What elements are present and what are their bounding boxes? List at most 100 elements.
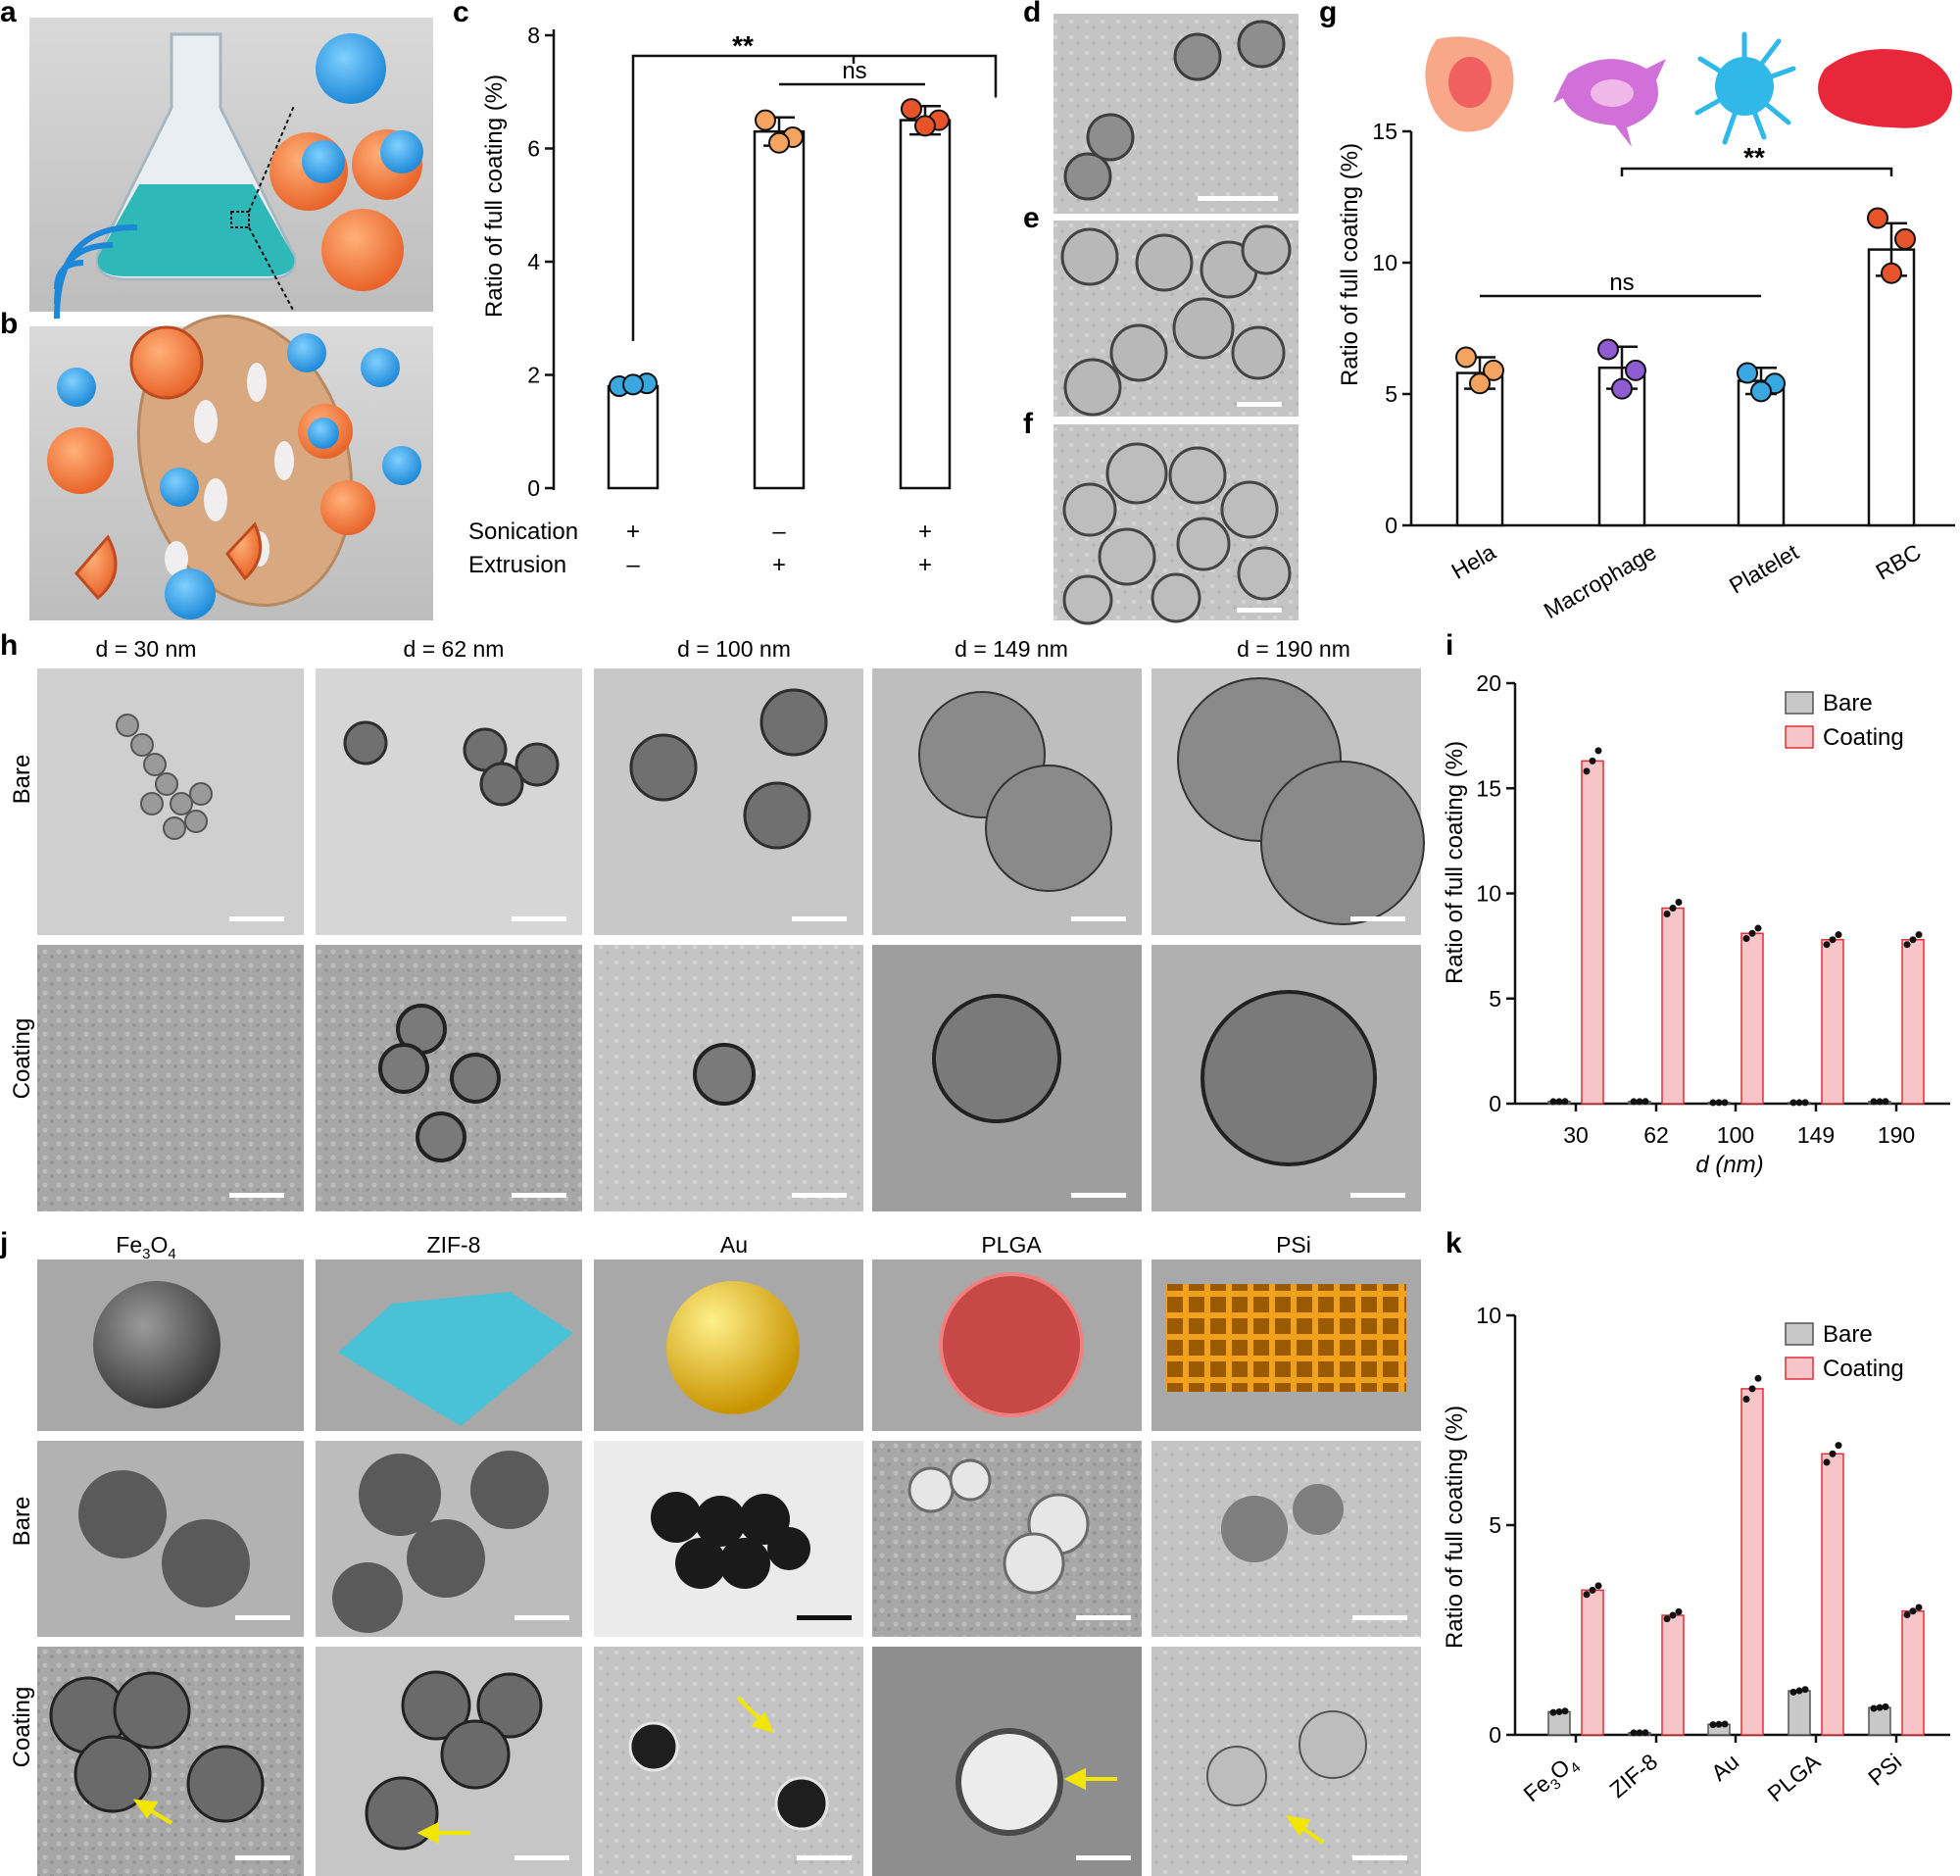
y-tick-label: 15 [1372,119,1397,144]
bar-bare [1788,1690,1811,1736]
data-point [901,98,922,121]
data-point [1754,1374,1762,1382]
data-point [1630,1729,1638,1737]
data-point [1742,934,1750,942]
nanoparticle-core-icon [57,368,96,407]
data-point [1829,1450,1837,1457]
data-point [1555,1707,1563,1715]
au-particle-icon [666,1281,800,1414]
condition-mark: – [772,518,786,545]
x-tick-label: Au [1706,1749,1743,1786]
data-point [1882,1098,1889,1106]
bar-coating [1661,907,1685,1105]
significance-label: ns [1609,270,1634,296]
y-ticks: 0 5 10 15 [1372,119,1411,538]
condition-mark: – [626,552,640,578]
bar [1737,379,1786,527]
y-axis-label: Ratio of full coating (%) [481,74,508,318]
legend-swatch-coating [1785,725,1814,749]
psi-particle-icon [1166,1284,1406,1392]
y-tick-label: 6 [527,136,540,162]
row-label-sonication: Sonication [468,518,578,545]
material-illustrations [37,1259,1421,1431]
data-point [1909,1607,1917,1615]
panel-label-a: a [0,0,17,28]
row-label-bare: Bare [9,755,35,805]
data-point [1789,1688,1797,1696]
data-point [1870,1704,1878,1712]
data-point [1750,380,1772,403]
scale-bar [1237,402,1282,407]
arrow-icons [132,1696,1325,1845]
row-label-coating: Coating [9,1018,35,1100]
data-point [1795,1687,1803,1695]
nanoparticle-core-icon [316,33,386,104]
tem-image [37,945,304,1211]
vesicle-icon [320,480,375,535]
data-point [1597,338,1619,361]
y-tick-label: 10 [1372,250,1397,275]
column-header: d = 62 nm [404,636,505,662]
y-tick-label: 5 [1489,986,1501,1012]
y-axis-label: Ratio of full coating (%) [1442,1406,1468,1649]
data-point [1870,1098,1878,1106]
x-tick-label: PLGA [1762,1748,1825,1806]
flask-liquid [97,184,295,276]
data-point [1669,905,1677,913]
condition-mark: + [626,518,640,545]
data-point [1663,910,1671,917]
panel-label-b: b [0,308,18,340]
data-point [1748,929,1756,937]
legend-label-bare: Bare [1823,1321,1873,1348]
panel-label-i: i [1446,629,1453,662]
row-label-extrusion: Extrusion [468,552,566,578]
data-point [1625,359,1646,381]
data-point [1663,1615,1671,1623]
plga-particle-icon [939,1272,1084,1417]
fe3o4-particle-icon [93,1281,220,1408]
y-tick-label: 5 [1385,381,1397,407]
panel-a: a [0,0,433,320]
y-tick-label: 0 [1489,1722,1501,1748]
data-point [622,373,644,396]
data-point [1669,1611,1677,1619]
panel-label-c: c [453,0,469,28]
data-point [1675,1607,1683,1615]
tem-image-grid-h [37,668,1425,1211]
membrane-fragment-icon [225,521,263,581]
column-header: d = 149 nm [955,636,1068,662]
y-ticks: 0 5 10 [1476,1303,1515,1748]
data-point [1721,1099,1729,1107]
legend-label-coating: Coating [1823,724,1904,751]
zoom-line [248,105,295,213]
column-header: d = 30 nm [96,636,197,662]
data-point [1642,1729,1649,1737]
bar-coating [1581,1589,1604,1736]
condition-mark: + [918,518,932,545]
column-header: d = 190 nm [1237,636,1350,662]
column-headers: Fe3O4 ZIF-8 Au PLGA PSi [116,1232,1311,1262]
bar-coating [1740,932,1764,1105]
bar [899,119,952,490]
membrane-fragment-icon [74,534,118,601]
data-point [755,109,776,131]
data-point [1742,1395,1750,1403]
data-point [1867,207,1888,229]
data-point [1675,899,1683,907]
data-point [1469,372,1491,395]
column-header: Au [720,1232,748,1258]
data-point [1594,747,1602,755]
y-tick-label: 5 [1489,1512,1501,1538]
data-point [1715,1720,1723,1728]
panel-f: f [1023,408,1298,625]
y-tick-label: 20 [1476,670,1501,696]
plot-area-i [1547,747,1925,1107]
x-tick-label: ZIF-8 [1604,1749,1662,1802]
sonication-wave-icon [54,223,138,320]
data-point [1835,931,1842,939]
legend-swatch-coating [1785,1357,1814,1380]
x-tick-labels: Fe3O4 ZIF-8 Au PLGA PSi [1518,1748,1906,1806]
bar-coating [1740,1388,1764,1736]
data-point [1611,377,1633,400]
zif8-particle-icon [338,1292,573,1426]
